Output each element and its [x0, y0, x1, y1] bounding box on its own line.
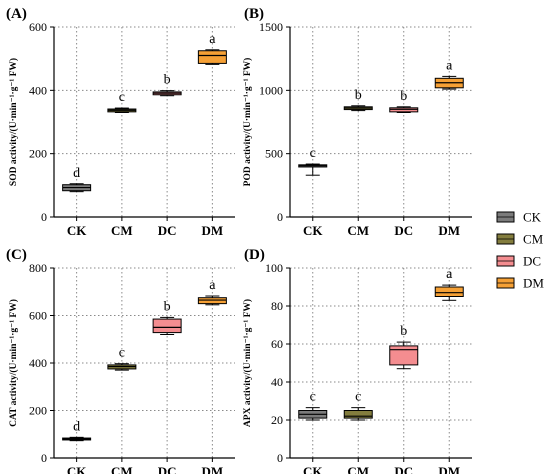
y-axis-title: APX activity/(U·min⁻¹·g⁻¹ FW): [242, 299, 253, 427]
panel-d: 0 20 40 60 80 100 CK CM DC DM (D) APX activity/(U·m…: [242, 247, 472, 474]
x-tick-label: DC: [394, 464, 413, 474]
legend-item-dc: DC: [496, 254, 541, 269]
y-axis-title: CAT activity/(U·min⁻¹·g⁻¹ FW): [8, 299, 19, 427]
box-dm: a: [434, 267, 464, 301]
x-tick-label: DM: [438, 223, 460, 238]
box-dm: a: [197, 32, 227, 65]
x-tick-label: CK: [67, 464, 87, 474]
x-tick-label: CM: [347, 223, 369, 238]
significance-letter: d: [73, 419, 80, 434]
legend-item-cm: CM: [496, 232, 544, 247]
y-tick-label: 400: [29, 83, 47, 97]
significance-letter: d: [73, 166, 80, 181]
box-ck: c: [298, 390, 328, 421]
box-dc: b: [389, 89, 419, 113]
y-tick-label: 500: [265, 147, 283, 161]
panel-label: (C): [6, 247, 27, 263]
box-dm: a: [197, 278, 227, 306]
x-tick-label: DC: [394, 223, 413, 238]
y-tick-label: 60: [271, 337, 283, 351]
significance-letter: b: [164, 299, 171, 314]
significance-letter: a: [446, 267, 453, 282]
y-tick-label: 40: [271, 375, 283, 389]
box-cm: b: [343, 88, 373, 112]
significance-letter: a: [209, 278, 216, 293]
y-tick-label: 0: [41, 210, 47, 224]
box-body: [389, 345, 419, 366]
legend-label: CM: [523, 232, 544, 247]
significance-letter: c: [355, 390, 361, 405]
y-tick-label: 200: [29, 404, 47, 418]
x-tick-label: CM: [111, 223, 133, 238]
significance-letter: c: [119, 90, 125, 105]
x-tick-label: DC: [158, 223, 177, 238]
box-body: [152, 318, 182, 334]
significance-letter: c: [119, 346, 125, 361]
legend-label: DM: [523, 276, 544, 291]
legend-label: DC: [523, 254, 541, 269]
y-tick-label: 1500: [259, 20, 283, 34]
y-tick-label: 600: [29, 20, 47, 34]
panel-b: 0 500 1000 1500 CK CM DC DM (B) POD activity/(U·m…: [242, 6, 472, 238]
box-body: [197, 50, 227, 64]
box-dc: b: [389, 324, 419, 370]
box-dc: b: [152, 73, 182, 97]
significance-letter: c: [310, 390, 316, 405]
box-body: [434, 286, 464, 297]
legend-item-ck: CK: [496, 210, 542, 225]
x-tick-label: CK: [303, 223, 323, 238]
box-cm: c: [107, 346, 137, 371]
x-tick-label: CK: [303, 464, 323, 474]
box-cm: c: [107, 90, 137, 113]
y-tick-label: 200: [29, 147, 47, 161]
y-tick-label: 800: [29, 261, 47, 275]
box-ck: c: [298, 146, 328, 176]
significance-letter: c: [310, 146, 316, 161]
significance-letter: a: [209, 32, 216, 47]
panel-label: (D): [244, 247, 265, 263]
legend-label: CK: [523, 210, 542, 225]
x-tick-label: DM: [202, 223, 224, 238]
significance-letter: b: [355, 88, 362, 103]
significance-letter: b: [164, 73, 171, 88]
x-tick-label: DM: [202, 464, 224, 474]
panel-a: 0 200 400 600 CK CM DC DM (A) SOD activity/(U·min…: [6, 6, 235, 238]
panel-label: (A): [6, 6, 27, 22]
x-tick-label: CK: [67, 223, 87, 238]
significance-letter: b: [400, 89, 407, 104]
y-tick-label: 0: [277, 451, 283, 465]
significance-letter: a: [446, 58, 453, 73]
box-cm: c: [343, 390, 373, 421]
y-tick-label: 0: [41, 451, 47, 465]
y-tick-label: 80: [271, 299, 283, 313]
panel-c: 0 200 400 600 800 CK CM DC DM (C) CAT activity/(U·…: [6, 247, 235, 474]
significance-letter: b: [400, 324, 407, 339]
box-body: [343, 410, 373, 419]
y-tick-label: 100: [265, 261, 283, 275]
y-tick-label: 600: [29, 309, 47, 323]
legend: CK CM DC DM: [496, 210, 544, 291]
x-tick-label: DM: [438, 464, 460, 474]
y-tick-label: 0: [277, 210, 283, 224]
box-dm: a: [434, 58, 464, 90]
y-tick-label: 20: [271, 413, 283, 427]
box-dc: b: [152, 299, 182, 335]
y-tick-label: 1000: [259, 83, 283, 97]
y-axis-title: POD activity/(U·min⁻¹·g⁻¹ FW): [242, 58, 253, 187]
legend-item-dm: DM: [496, 276, 544, 291]
x-tick-label: CM: [347, 464, 369, 474]
box-ck: d: [62, 166, 92, 193]
y-tick-label: 400: [29, 356, 47, 370]
y-axis-title: SOD activity/(U·min⁻¹·g⁻¹ FW): [8, 58, 19, 186]
x-tick-label: CM: [111, 464, 133, 474]
box-ck: d: [62, 419, 92, 442]
panel-label: (B): [244, 6, 264, 22]
x-tick-label: DC: [158, 464, 177, 474]
